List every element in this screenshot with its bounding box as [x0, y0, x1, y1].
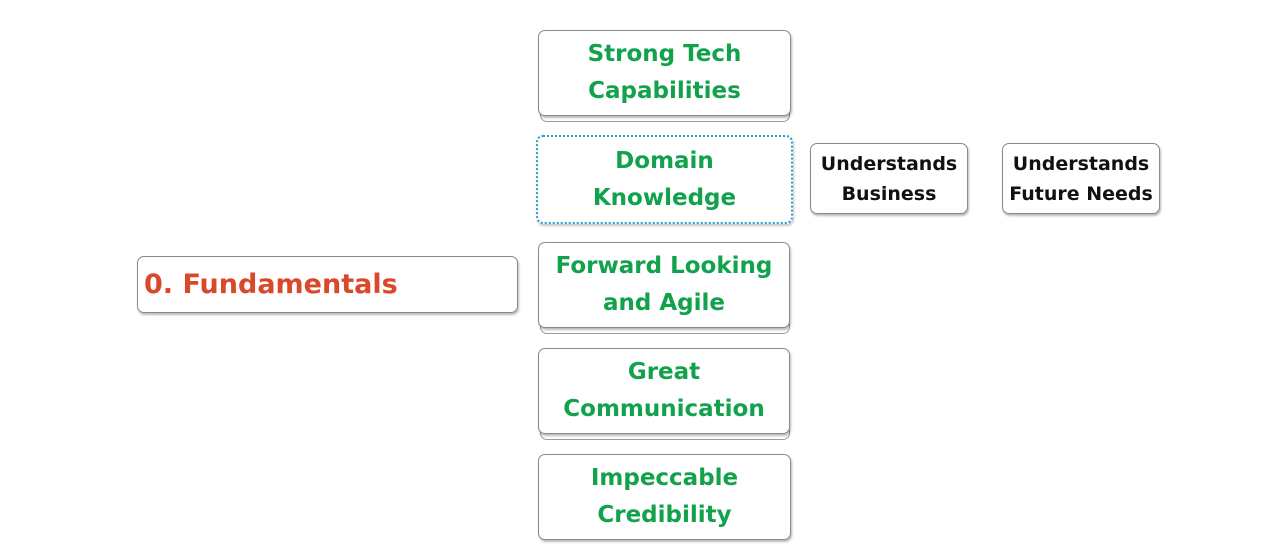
collapsed-stack-indicator: [540, 430, 790, 440]
collapsed-stack-indicator: [540, 112, 790, 122]
branch-topic-label: Strong Tech Capabilities: [587, 41, 742, 104]
branch-topic-domain-knowledge[interactable]: Domain Knowledge: [536, 135, 793, 224]
branch-topic-impeccable-credibility[interactable]: Impeccable Credibility: [538, 454, 791, 540]
root-topic-fundamentals[interactable]: 0. Fundamentals: [137, 256, 518, 313]
branch-topic-label: Impeccable Credibility: [590, 465, 739, 528]
subtopic-understands-business[interactable]: Understands Business: [810, 143, 968, 214]
branch-topic-forward-looking-and-agile[interactable]: Forward Looking and Agile: [538, 242, 790, 328]
subtopic-label: Understands Future Needs: [1009, 152, 1153, 205]
root-topic-label: 0. Fundamentals: [144, 269, 398, 300]
subtopic-label: Understands Business: [820, 152, 958, 205]
subtopic-understands-future-needs[interactable]: Understands Future Needs: [1002, 143, 1160, 214]
branch-topic-label: Great Communication: [563, 359, 765, 422]
collapsed-stack-indicator: [540, 324, 790, 334]
branch-topic-strong-tech-capabilities[interactable]: Strong Tech Capabilities: [538, 30, 791, 116]
branch-topic-label: Forward Looking and Agile: [555, 253, 773, 316]
branch-topic-label: Domain Knowledge: [592, 147, 737, 211]
branch-topic-great-communication[interactable]: Great Communication: [538, 348, 790, 434]
